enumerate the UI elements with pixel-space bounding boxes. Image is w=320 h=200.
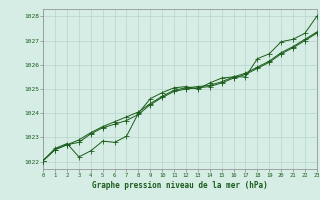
X-axis label: Graphe pression niveau de la mer (hPa): Graphe pression niveau de la mer (hPa) bbox=[92, 181, 268, 190]
